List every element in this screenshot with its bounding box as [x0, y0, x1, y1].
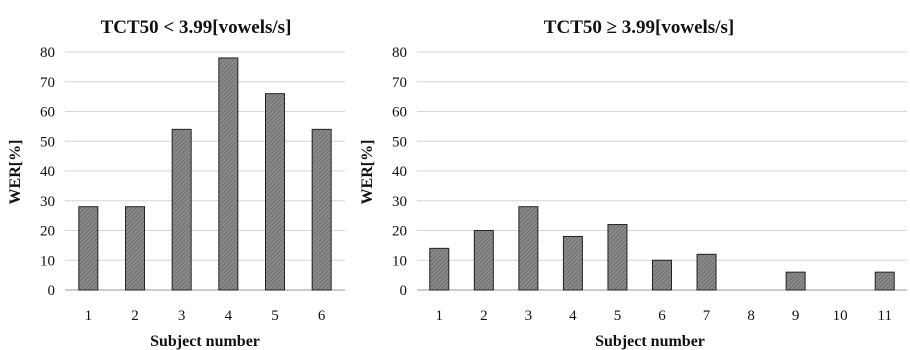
chart-right-xtick-label: 6	[658, 308, 666, 324]
chart-right-xtick-label: 10	[833, 308, 848, 324]
chart-right-xticks: 1 2 3 4 5 6 7 8 9 10 11	[436, 308, 892, 324]
chart-right-ytick-label: 40	[392, 164, 407, 180]
chart-right-bar-7	[696, 253, 717, 291]
chart-right-bar-11	[874, 271, 895, 291]
chart-left-bar-6	[311, 128, 332, 291]
chart-left-bar-1	[78, 206, 99, 291]
chart-left-ytick-label: 10	[40, 253, 55, 269]
chart-right-xtick-label: 5	[614, 308, 622, 324]
chart-right-ytick-label: 50	[392, 134, 407, 150]
chart-right-xlabel: Subject number	[595, 333, 705, 350]
chart-left-xtick-label: 1	[85, 308, 93, 324]
chart-left-xtick-label: 5	[271, 308, 279, 324]
chart-right-bar-3	[518, 206, 539, 291]
chart-left-ytick-label: 70	[40, 75, 55, 91]
chart-left-ytick-label: 20	[40, 224, 55, 240]
chart-left-bar-2	[125, 206, 145, 291]
chart-left-ytick-label: 40	[40, 164, 55, 180]
chart-left-ytick-label: 80	[40, 45, 55, 61]
chart-left-ylabel: WER[%]	[7, 140, 24, 205]
chart-right-xtick-label: 3	[525, 308, 533, 324]
chart-left-grid	[65, 51, 345, 291]
chart-left-bars	[78, 57, 332, 291]
chart-right-title: TCT50 ≥ 3.99[vowels/s]	[544, 17, 734, 38]
chart-right-yticks: 0 10 20 30 40 50 60 70 80	[392, 45, 407, 299]
chart-left-xticks: 1 2 3 4 5 6	[85, 308, 326, 324]
chart-left: TCT50 < 3.99[vowels/s] WER[%] Subject nu…	[7, 17, 345, 350]
chart-left-bar-5	[265, 93, 285, 291]
chart-right-xtick-label: 8	[747, 308, 755, 324]
chart-left-ytick-label: 50	[40, 134, 55, 150]
chart-right-bar-5	[607, 224, 628, 291]
chart-right-xtick-label: 9	[792, 308, 800, 324]
chart-right-xtick-label: 11	[878, 308, 892, 324]
chart-right-bar-2	[473, 230, 494, 291]
chart-right-ytick-label: 0	[400, 283, 408, 299]
chart-right-bar-4	[562, 235, 583, 291]
chart-right-bar-9	[785, 271, 806, 291]
chart-right-ytick-label: 70	[392, 75, 407, 91]
chart-left-xtick-label: 6	[318, 308, 326, 324]
chart-right-bar-1	[429, 247, 450, 291]
chart-right-ytick-label: 10	[392, 253, 407, 269]
chart-right-ytick-label: 30	[392, 194, 407, 210]
chart-left-title: TCT50 < 3.99[vowels/s]	[101, 17, 292, 38]
chart-left-xtick-label: 4	[225, 308, 233, 324]
chart-right-bars	[429, 206, 895, 291]
chart-left-bar-4	[218, 57, 239, 291]
chart-right-ylabel: WER[%]	[359, 140, 376, 205]
chart-left-xlabel: Subject number	[150, 333, 260, 350]
chart-right-xtick-label: 4	[569, 308, 577, 324]
chart-right-ytick-label: 60	[392, 105, 407, 121]
chart-left-xtick-label: 2	[131, 308, 139, 324]
chart-right: TCT50 ≥ 3.99[vowels/s] WER[%] Subject nu…	[359, 17, 907, 350]
chart-right-xtick-label: 2	[480, 308, 488, 324]
chart-right-xtick-label: 1	[436, 308, 444, 324]
chart-left-bar-3	[171, 128, 192, 291]
chart-left-yticks: 0 10 20 30 40 50 60 70 80	[40, 45, 55, 299]
chart-left-ytick-label: 30	[40, 194, 55, 210]
chart-left-xtick-label: 3	[178, 308, 186, 324]
chart-left-ytick-label: 0	[48, 283, 56, 299]
chart-right-ytick-label: 80	[392, 45, 407, 61]
chart-right-bar-6	[652, 259, 672, 291]
chart-right-xtick-label: 7	[703, 308, 711, 324]
chart-right-ytick-label: 20	[392, 224, 407, 240]
chart-left-ytick-label: 60	[40, 105, 55, 121]
